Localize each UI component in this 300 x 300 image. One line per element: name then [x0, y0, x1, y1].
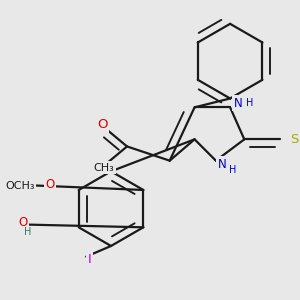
- Text: O: O: [45, 178, 55, 191]
- Text: N: N: [218, 158, 226, 171]
- Text: O: O: [97, 118, 107, 131]
- Text: CH₃: CH₃: [94, 163, 114, 173]
- Text: O: O: [18, 216, 28, 230]
- Text: N: N: [234, 97, 242, 110]
- Text: H: H: [24, 227, 31, 238]
- Text: H: H: [229, 164, 237, 175]
- Text: OCH₃: OCH₃: [5, 181, 34, 190]
- Text: S: S: [290, 133, 299, 146]
- Text: I: I: [88, 253, 92, 266]
- Text: H: H: [246, 98, 253, 108]
